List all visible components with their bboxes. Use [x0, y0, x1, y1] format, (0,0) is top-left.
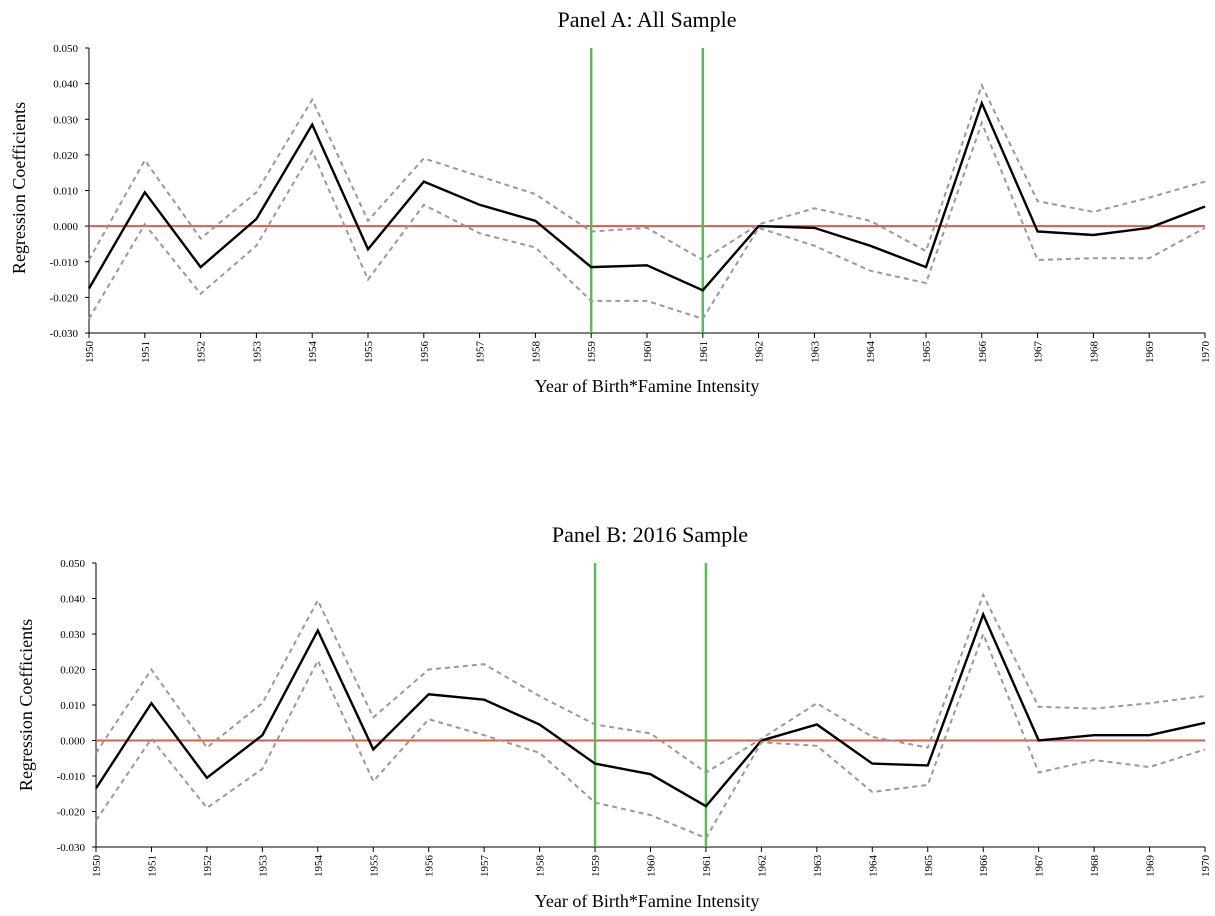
- x-tick-label: 1957: [479, 855, 491, 878]
- x-tick-label: 1964: [867, 855, 879, 878]
- x-tick-label: 1956: [424, 855, 436, 878]
- chart-title: Panel A: All Sample: [557, 7, 736, 32]
- series-line-upper: [88, 82, 1206, 262]
- x-tick-label: 1957: [475, 341, 487, 364]
- x-tick-label: 1952: [196, 341, 208, 363]
- x-tick-label: 1953: [251, 341, 263, 364]
- x-tick-label: 1967: [1034, 855, 1046, 878]
- x-tick-label: 1964: [865, 341, 877, 364]
- x-tick-label: 1959: [586, 341, 598, 364]
- x-tick-label: 1969: [1145, 855, 1157, 878]
- x-tick-label: 1960: [642, 341, 654, 364]
- x-tick-label: 1954: [307, 341, 319, 364]
- y-tick-label: 0.000: [53, 221, 78, 233]
- x-tick-label: 1970: [1200, 855, 1212, 878]
- y-tick-label: 0.050: [60, 558, 85, 570]
- x-tick-label: 1965: [921, 341, 933, 364]
- y-axis-label: Regression Coefficients: [9, 102, 29, 274]
- x-tick-label: 1968: [1088, 341, 1100, 364]
- y-tick-label: -0.010: [57, 771, 86, 783]
- x-tick-label: 1962: [756, 855, 768, 877]
- x-tick-label: 1955: [368, 855, 380, 878]
- y-tick-label: 0.010: [53, 186, 78, 198]
- x-tick-label: 1953: [257, 855, 269, 878]
- x-tick-label: 1969: [1144, 341, 1156, 364]
- y-tick-label: 0.020: [53, 150, 78, 162]
- x-axis-label: Year of Birth*Famine Intensity: [535, 376, 760, 396]
- x-tick-label: 1950: [84, 341, 96, 364]
- y-tick-label: 0.050: [53, 43, 78, 55]
- x-tick-label: 1960: [646, 855, 658, 878]
- series-line-estimate: [94, 611, 1206, 808]
- y-tick-label: 0.010: [60, 700, 85, 712]
- y-tick-label: 0.000: [60, 736, 85, 748]
- y-tick-label: -0.020: [50, 292, 79, 304]
- y-tick-label: 0.040: [53, 79, 78, 91]
- series-line-estimate: [87, 99, 1206, 292]
- series-line-lower: [88, 119, 1206, 320]
- y-tick-label: -0.030: [57, 842, 86, 854]
- x-tick-label: 1966: [978, 855, 990, 878]
- x-tick-label: 1958: [530, 341, 542, 364]
- x-tick-label: 1959: [590, 855, 602, 878]
- y-tick-label: 0.020: [60, 665, 85, 677]
- x-tick-label: 1970: [1200, 341, 1212, 364]
- y-tick-label: -0.010: [50, 257, 79, 269]
- x-tick-label: 1965: [923, 855, 935, 878]
- y-tick-label: -0.030: [50, 328, 79, 340]
- y-tick-label: 0.030: [53, 114, 78, 126]
- x-tick-label: 1967: [1033, 341, 1045, 364]
- x-tick-label: 1950: [91, 855, 103, 878]
- panel-a-chart: Panel A: All Sample -0.030 -0.020 -0.010 0.…: [9, 7, 1212, 396]
- y-axis-label: Regression Coefficients: [16, 619, 36, 791]
- x-tick-label: 1963: [812, 855, 824, 878]
- series-line-upper: [95, 592, 1206, 774]
- chart-title: Panel B: 2016 Sample: [552, 522, 748, 547]
- y-tick-label: 0.030: [60, 629, 85, 641]
- x-tick-label: 1952: [202, 855, 214, 877]
- x-tick-label: 1955: [363, 341, 375, 364]
- x-tick-label: 1961: [701, 855, 713, 877]
- x-tick-label: 1968: [1089, 855, 1101, 878]
- y-tick-label: 0.040: [60, 594, 85, 606]
- x-tick-label: 1954: [313, 855, 325, 878]
- x-tick-label: 1956: [419, 341, 431, 364]
- x-tick-label: 1963: [809, 341, 821, 364]
- x-tick-label: 1962: [754, 341, 766, 363]
- x-axis-label: Year of Birth*Famine Intensity: [535, 891, 760, 911]
- x-tick-label: 1961: [698, 341, 710, 363]
- x-tick-label: 1951: [146, 855, 158, 877]
- x-tick-label: 1966: [977, 341, 989, 364]
- series-line-lower: [95, 631, 1206, 840]
- x-tick-label: 1951: [140, 341, 152, 363]
- y-tick-label: -0.020: [57, 807, 86, 819]
- x-tick-label: 1958: [535, 855, 547, 878]
- panel-b-chart: Panel B: 2016 Sample -0.030 -0.020 -0.010 0…: [16, 522, 1212, 911]
